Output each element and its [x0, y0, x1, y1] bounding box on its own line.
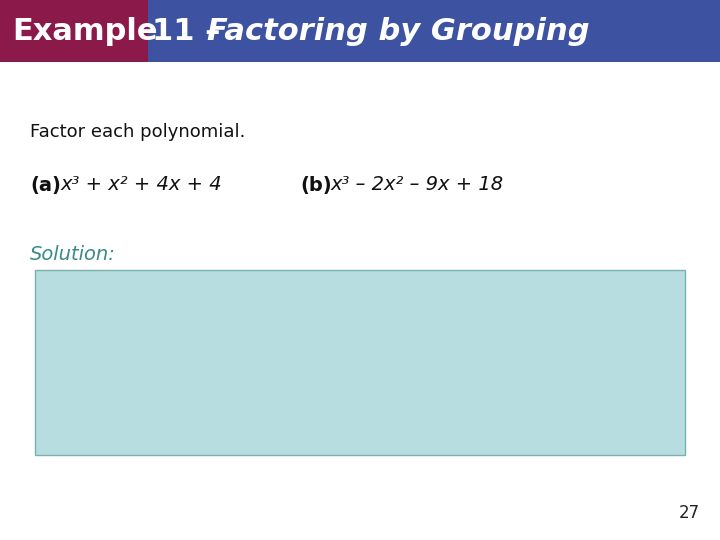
Text: Factor each polynomial.: Factor each polynomial.: [30, 123, 246, 141]
Text: Factoring by Grouping: Factoring by Grouping: [207, 17, 590, 45]
Bar: [0, 0, 720, 62]
Text: Example: Example: [12, 17, 158, 45]
Text: x³ – 2x² – 9x + 18: x³ – 2x² – 9x + 18: [330, 176, 503, 194]
Text: (a): (a): [30, 176, 61, 194]
Text: (b): (b): [300, 176, 332, 194]
Bar: [35, 270, 685, 455]
Bar: [0, 0, 148, 62]
Text: Solution:: Solution:: [30, 246, 116, 265]
Text: 11 –: 11 –: [152, 17, 231, 45]
Text: x³ + x² + 4x + 4: x³ + x² + 4x + 4: [60, 176, 222, 194]
Text: 27: 27: [679, 504, 700, 522]
